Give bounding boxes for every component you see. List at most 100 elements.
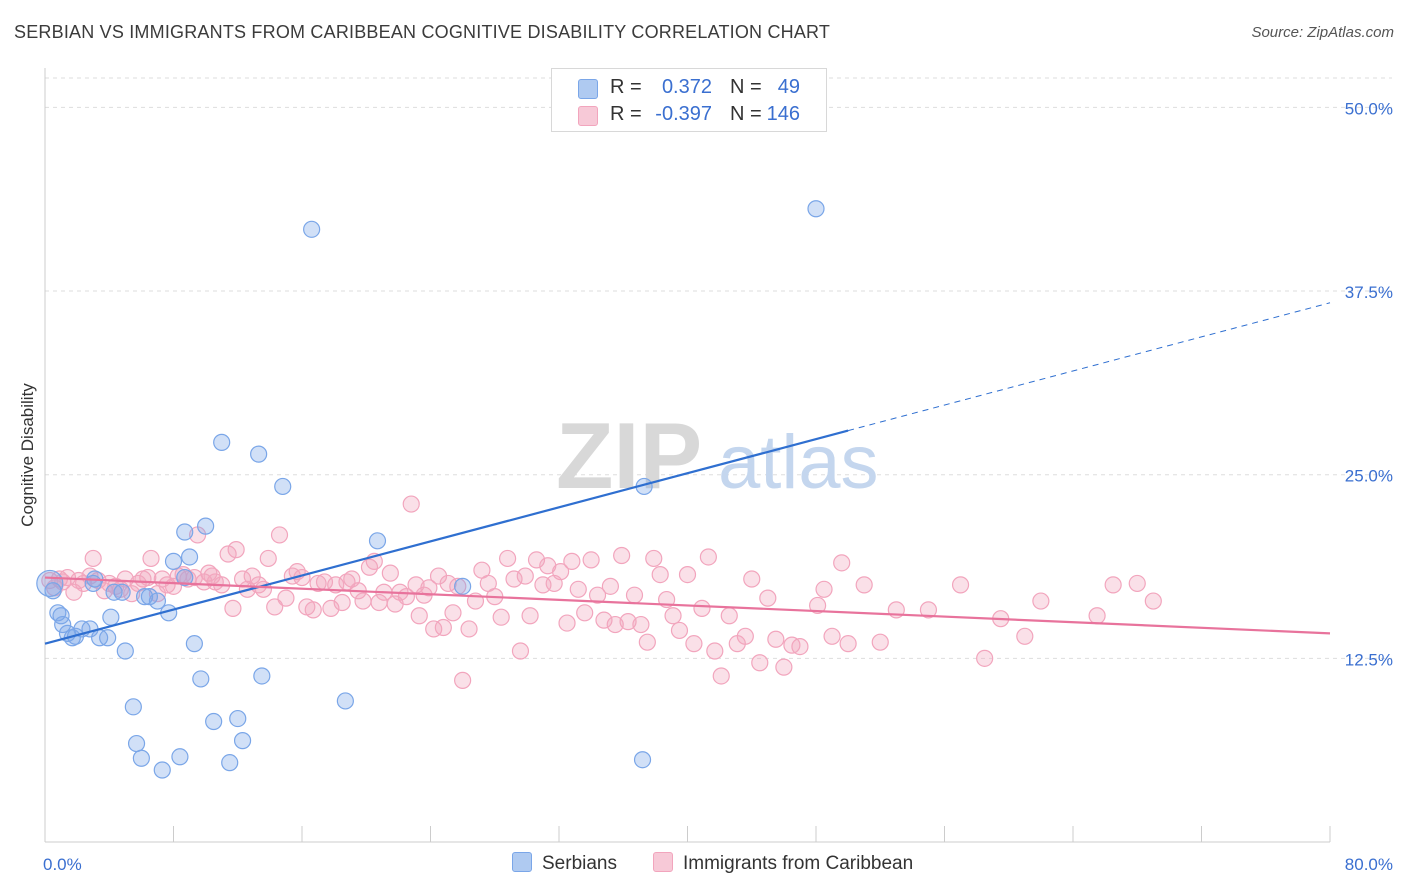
- watermark-zip: ZIP: [556, 403, 702, 508]
- legend-swatch-caribbean: [578, 106, 598, 126]
- legend-r-value: 0.372: [661, 76, 712, 98]
- caribbean-point: [158, 576, 176, 594]
- caribbean-point: [142, 549, 160, 568]
- caribbean-point: [499, 549, 517, 568]
- serbian-point: [102, 608, 120, 626]
- serbian-point: [807, 200, 825, 218]
- serbian-point: [54, 615, 72, 634]
- serbian-point: [221, 754, 239, 772]
- serbian-point: [171, 748, 189, 766]
- serbian-point: [116, 642, 134, 660]
- serbian-point: [250, 445, 268, 463]
- serbian-point: [176, 568, 194, 587]
- serbian-points: [36, 200, 825, 779]
- caribbean-point: [664, 607, 682, 625]
- serbian-point: [113, 583, 131, 601]
- legend-r-label: R =: [610, 103, 642, 125]
- caribbean-point: [420, 579, 438, 597]
- y-tick-label: 37.5%: [1345, 283, 1393, 302]
- serbian-point: [368, 532, 387, 550]
- bottom-legend-label-caribbean: Immigrants from Caribbean: [683, 853, 914, 874]
- caribbean-point: [444, 604, 462, 622]
- caribbean-point: [693, 599, 711, 617]
- legend-r-label: R =: [610, 76, 642, 98]
- caribbean-point: [434, 618, 452, 637]
- axes: [44, 68, 1331, 843]
- caribbean-point: [576, 604, 594, 622]
- caribbean-point: [354, 592, 372, 610]
- bottom-legend-swatch-caribbean: [653, 852, 673, 872]
- caribbean-point: [815, 580, 833, 598]
- bottom-legend-caribbean: Immigrants from Caribbean: [653, 852, 913, 875]
- bottom-legend-label-serbians: Serbians: [542, 853, 617, 874]
- caribbean-trend-line: [44, 576, 1331, 635]
- serbian-point: [44, 582, 62, 600]
- caribbean-point: [309, 574, 327, 593]
- caribbean-point: [224, 599, 242, 617]
- chart-source: Source: ZipAtlas.com: [1251, 24, 1394, 41]
- caribbean-point: [116, 570, 134, 588]
- caribbean-point: [1128, 574, 1146, 593]
- caribbean-point: [706, 642, 724, 660]
- legend-n-value: 49: [777, 76, 800, 98]
- serbian-trend-extension: [847, 302, 1331, 432]
- y-tick-label: 50.0%: [1345, 99, 1393, 118]
- serbian-point: [180, 548, 199, 566]
- caribbean-point: [595, 611, 613, 629]
- caribbean-point: [569, 580, 587, 598]
- caribbean-point: [685, 635, 703, 653]
- caribbean-point: [751, 654, 769, 672]
- caribbean-point: [855, 576, 873, 594]
- serbian-point: [197, 517, 215, 535]
- caribbean-point: [638, 633, 656, 651]
- caribbean-point: [558, 614, 576, 632]
- x-tick-label-max: 80.0%: [1345, 855, 1393, 874]
- caribbean-point: [1032, 592, 1050, 610]
- legend-row-serbians: R = 0.372 N = 49: [552, 75, 826, 101]
- caribbean-point: [505, 570, 523, 588]
- serbian-point: [633, 751, 652, 769]
- serbian-point: [303, 220, 321, 238]
- trend-lines: [44, 302, 1331, 645]
- caribbean-point: [460, 620, 478, 638]
- y-tick-label: 25.0%: [1345, 467, 1393, 486]
- chart-title: SERBIAN VS IMMIGRANTS FROM CARIBBEAN COG…: [14, 22, 831, 42]
- caribbean-point: [712, 667, 730, 685]
- serbian-point: [336, 692, 354, 710]
- caribbean-point: [601, 577, 620, 595]
- caribbean-point: [645, 549, 663, 568]
- caribbean-point: [511, 642, 530, 660]
- serbian-point: [176, 523, 194, 541]
- serbian-point: [140, 588, 159, 606]
- caribbean-point: [277, 589, 295, 607]
- caribbean-point: [266, 598, 284, 616]
- watermark-atlas: atlas: [718, 420, 879, 505]
- serbian-point: [185, 635, 203, 653]
- caribbean-point: [327, 576, 345, 594]
- caribbean-point: [243, 567, 261, 585]
- legend-n-value: 146: [766, 103, 800, 125]
- caribbean-point: [1088, 607, 1106, 625]
- caribbean-point: [919, 601, 938, 619]
- caribbean-point: [563, 552, 581, 570]
- y-tick-label: 12.5%: [1345, 650, 1393, 669]
- caribbean-point: [606, 615, 624, 634]
- caribbean-point: [270, 526, 289, 544]
- caribbean-point: [582, 551, 600, 569]
- caribbean-point: [823, 627, 841, 645]
- caribbean-point: [84, 549, 102, 568]
- bottom-legend-swatch-serbians: [512, 852, 532, 872]
- serbian-point: [192, 670, 210, 688]
- caribbean-point: [516, 567, 534, 585]
- caribbean-point: [767, 630, 785, 648]
- caribbean-point: [227, 541, 245, 559]
- caribbean-point: [699, 548, 717, 566]
- watermark: ZIP atlas: [556, 403, 879, 508]
- caribbean-point: [1104, 576, 1122, 594]
- legend-n-label: N =: [730, 103, 762, 125]
- caribbean-point: [304, 601, 322, 619]
- caribbean-point: [333, 593, 351, 612]
- caribbean-point: [625, 586, 644, 604]
- legend-row-caribbean: R = -0.397 N = 146: [552, 102, 826, 128]
- caribbean-point: [678, 565, 697, 584]
